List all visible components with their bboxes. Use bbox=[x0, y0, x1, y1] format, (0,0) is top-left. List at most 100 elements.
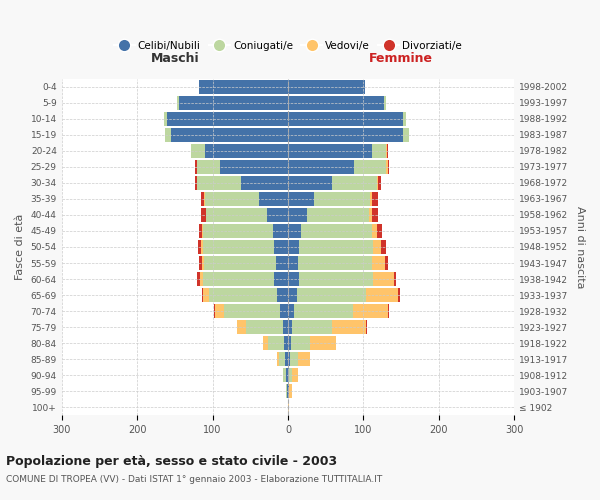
Bar bbox=[191, 144, 205, 158]
Bar bbox=[310, 336, 336, 350]
Bar bbox=[274, 240, 288, 254]
Bar bbox=[177, 96, 179, 110]
Bar bbox=[268, 336, 284, 350]
Bar bbox=[388, 160, 389, 173]
Bar bbox=[263, 336, 268, 350]
Bar bbox=[288, 112, 403, 126]
Bar bbox=[381, 240, 386, 254]
Bar bbox=[288, 272, 299, 286]
Bar bbox=[288, 336, 291, 350]
Bar bbox=[195, 176, 197, 190]
Y-axis label: Fasce di età: Fasce di età bbox=[15, 214, 25, 280]
Bar bbox=[198, 240, 201, 254]
Bar bbox=[286, 384, 287, 398]
Bar bbox=[403, 112, 406, 126]
Bar bbox=[288, 192, 314, 205]
Bar bbox=[195, 160, 197, 173]
Bar bbox=[203, 240, 274, 254]
Bar bbox=[238, 320, 247, 334]
Bar bbox=[289, 368, 292, 382]
Bar bbox=[273, 224, 288, 238]
Bar bbox=[171, 128, 288, 141]
Bar bbox=[283, 320, 288, 334]
Bar bbox=[203, 224, 273, 238]
Bar bbox=[164, 112, 167, 126]
Bar bbox=[288, 160, 355, 173]
Bar bbox=[355, 160, 386, 173]
Bar bbox=[377, 176, 379, 190]
Bar bbox=[199, 224, 202, 238]
Bar bbox=[332, 320, 367, 334]
Bar bbox=[307, 208, 370, 222]
Bar bbox=[294, 304, 353, 318]
Bar bbox=[247, 320, 283, 334]
Bar bbox=[201, 192, 204, 205]
Bar bbox=[367, 288, 398, 302]
Bar bbox=[298, 352, 310, 366]
Bar bbox=[201, 208, 206, 222]
Bar bbox=[385, 96, 386, 110]
Text: Maschi: Maschi bbox=[151, 52, 199, 65]
Bar bbox=[199, 256, 202, 270]
Bar bbox=[288, 224, 301, 238]
Bar bbox=[288, 288, 297, 302]
Bar bbox=[371, 256, 385, 270]
Bar bbox=[287, 384, 288, 398]
Bar bbox=[373, 240, 381, 254]
Bar bbox=[299, 272, 373, 286]
Bar bbox=[288, 80, 365, 94]
Bar bbox=[202, 288, 203, 302]
Bar bbox=[386, 144, 387, 158]
Bar bbox=[377, 224, 382, 238]
Bar bbox=[205, 144, 288, 158]
Bar bbox=[299, 240, 373, 254]
Bar bbox=[379, 176, 382, 190]
Bar bbox=[283, 368, 286, 382]
Bar bbox=[203, 272, 274, 286]
Bar bbox=[274, 272, 288, 286]
Bar bbox=[353, 304, 388, 318]
Bar bbox=[288, 240, 299, 254]
Bar bbox=[288, 352, 290, 366]
Bar bbox=[288, 128, 403, 141]
Bar bbox=[286, 368, 288, 382]
Bar bbox=[279, 352, 285, 366]
Bar bbox=[292, 320, 332, 334]
Text: COMUNE DI TROPEA (VV) - Dati ISTAT 1° gennaio 2003 - Elaborazione TUTTITALIA.IT: COMUNE DI TROPEA (VV) - Dati ISTAT 1° ge… bbox=[6, 475, 382, 484]
Bar bbox=[200, 272, 203, 286]
Bar bbox=[285, 352, 288, 366]
Bar bbox=[394, 272, 396, 286]
Bar bbox=[291, 336, 310, 350]
Text: Femmine: Femmine bbox=[369, 52, 433, 65]
Bar bbox=[332, 176, 377, 190]
Y-axis label: Anni di nascita: Anni di nascita bbox=[575, 206, 585, 288]
Bar bbox=[214, 304, 215, 318]
Bar bbox=[288, 208, 307, 222]
Text: Popolazione per età, sesso e stato civile - 2003: Popolazione per età, sesso e stato civil… bbox=[6, 455, 337, 468]
Bar bbox=[202, 256, 204, 270]
Bar bbox=[288, 384, 289, 398]
Bar bbox=[373, 144, 386, 158]
Bar bbox=[288, 96, 385, 110]
Bar bbox=[386, 160, 388, 173]
Bar bbox=[284, 336, 288, 350]
Bar bbox=[370, 192, 373, 205]
Bar bbox=[215, 304, 224, 318]
Bar bbox=[373, 192, 378, 205]
Bar bbox=[179, 96, 288, 110]
Bar bbox=[398, 288, 400, 302]
Bar bbox=[288, 368, 289, 382]
Bar bbox=[277, 352, 279, 366]
Bar bbox=[388, 304, 389, 318]
Bar bbox=[385, 256, 388, 270]
Bar bbox=[373, 272, 394, 286]
Bar bbox=[288, 144, 373, 158]
Bar bbox=[259, 192, 288, 205]
Bar bbox=[206, 208, 267, 222]
Bar bbox=[204, 192, 205, 205]
Bar bbox=[204, 256, 276, 270]
Bar bbox=[298, 256, 371, 270]
Bar bbox=[197, 160, 220, 173]
Bar bbox=[167, 112, 288, 126]
Bar bbox=[403, 128, 409, 141]
